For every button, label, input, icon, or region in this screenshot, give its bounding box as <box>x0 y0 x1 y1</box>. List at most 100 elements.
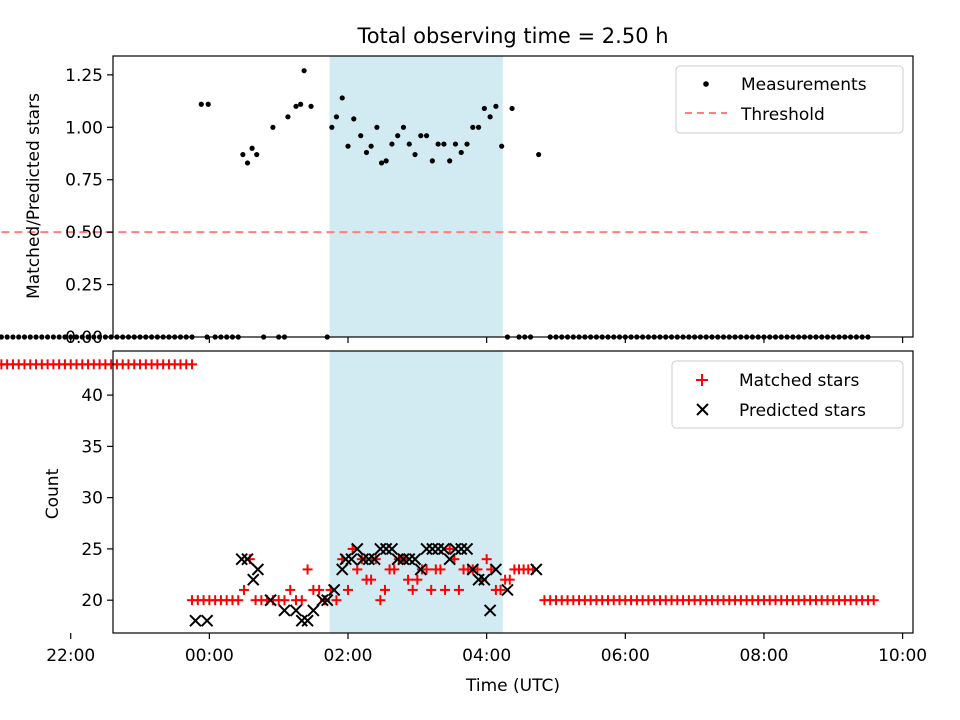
bottom-legend-box <box>671 360 904 429</box>
predicted-star-marker <box>327 583 341 597</box>
legend-measurements-marker <box>703 81 709 87</box>
measurement-point <box>378 160 385 166</box>
x-axis-label: Time (UTC) <box>465 676 560 696</box>
bottom-x-tick-label: 02:00 <box>324 646 373 666</box>
top-plot-frame <box>112 55 914 338</box>
matched-star-marker <box>187 359 198 370</box>
measurement-point <box>10 334 16 340</box>
measurement-point <box>21 334 28 340</box>
measurement-point <box>308 103 314 109</box>
measurement-point <box>240 151 246 158</box>
measurement-point <box>244 160 251 166</box>
top-y-tick-label: 1.25 <box>65 66 103 86</box>
predicted-star-marker <box>455 542 468 556</box>
measurement-point <box>389 141 395 147</box>
predicted-star-marker <box>437 542 451 556</box>
measurement-point <box>345 143 351 149</box>
predicted-star-marker <box>295 614 308 627</box>
measurement-point <box>435 141 441 147</box>
measurement-point <box>270 124 276 130</box>
predicted-star-marker <box>289 604 303 617</box>
matched-star-marker <box>440 584 451 595</box>
top-y-ticks: 0.00 0.25 0.50 0.75 1.00 1.25 <box>65 66 113 348</box>
predicted-star-marker <box>356 552 370 566</box>
top-panel: 0.00 0.25 0.50 0.75 1.00 1.25 Matched/Predict… <box>0 55 914 348</box>
predicted-star-marker <box>336 563 349 576</box>
bottom-x-tick-label: 22:00 <box>46 646 95 666</box>
measurement-point <box>285 114 291 120</box>
predicted-star-marker <box>414 563 428 576</box>
bottom-y-tick-label: 25 <box>81 540 103 560</box>
measurement-point <box>441 141 447 147</box>
measurement-point <box>329 124 335 130</box>
bottom-y-axis-label: Count <box>43 468 63 519</box>
predicted-star-marker <box>426 542 439 556</box>
predicted-star-marker <box>443 552 456 566</box>
top-y-tick-label: 0.50 <box>65 223 103 243</box>
matched-star-marker <box>444 543 455 554</box>
legend-matched-marker <box>696 374 708 386</box>
measurement-point <box>452 141 459 147</box>
predicted-star-marker <box>251 563 265 576</box>
measurement-point <box>102 334 108 340</box>
bottom-y-tick-label: 35 <box>81 437 103 457</box>
predicted-star-marker <box>241 552 254 566</box>
predicted-star-marker <box>449 542 462 556</box>
matched-star-marker <box>331 595 342 606</box>
predicted-star-marker <box>530 563 543 576</box>
measurement-point <box>481 105 487 112</box>
legend-measurements-label: Measurements <box>741 75 867 95</box>
matched-star-marker <box>314 584 325 595</box>
predicted-star-marker <box>301 614 314 627</box>
matched-star-marker <box>233 595 244 606</box>
bottom-x-tick-label: 10:00 <box>878 646 927 666</box>
predicted-star-marker <box>408 552 422 566</box>
bottom-y-tick-label: 30 <box>81 489 103 509</box>
measurement-point <box>536 151 542 158</box>
predicted-star-marker <box>420 542 433 556</box>
measurement-point <box>351 116 357 122</box>
matched-stars-series <box>0 359 879 606</box>
measurement-point <box>254 151 260 158</box>
measurement-point <box>418 133 424 139</box>
measurement-point <box>339 95 345 101</box>
bottom-legend: Matched stars Predicted stars <box>671 360 904 429</box>
measurement-point <box>298 101 304 107</box>
bottom-panel: 20 25 30 35 40 22:00 00:00 02:00 04:00 06:00 08:0… <box>0 350 927 696</box>
predicted-star-marker <box>374 542 387 556</box>
measurement-point <box>249 145 255 151</box>
predicted-star-marker <box>264 593 277 607</box>
measurement-point <box>45 334 51 340</box>
predicted-star-marker <box>316 593 329 607</box>
measurement-point <box>358 133 364 139</box>
predicted-star-marker <box>483 604 497 617</box>
matched-star-marker <box>279 595 290 606</box>
matched-star-marker <box>453 584 464 595</box>
matched-star-marker <box>403 574 414 585</box>
predicted-star-marker <box>379 542 393 556</box>
matched-star-marker <box>343 584 354 595</box>
predicted-star-marker <box>247 573 260 586</box>
legend-predicted-marker <box>696 403 709 416</box>
measurement-point <box>16 334 22 340</box>
matched-star-marker <box>285 584 296 595</box>
predicted-star-marker <box>478 573 491 586</box>
predicted-star-marker <box>466 563 479 576</box>
measurement-point <box>383 158 389 164</box>
measurement-point <box>464 141 470 147</box>
bottom-x-ticks: 22:00 00:00 02:00 04:00 06:00 08:00 10:00 <box>46 633 927 666</box>
predicted-star-marker <box>472 573 485 586</box>
measurement-point <box>91 334 97 340</box>
predicted-star-marker <box>189 614 202 627</box>
predicted-stars-series <box>189 542 543 627</box>
matched-star-marker <box>239 584 250 595</box>
measurement-point <box>205 101 211 107</box>
measurement-point <box>368 143 374 149</box>
predicted-star-marker <box>362 552 376 566</box>
matched-star-marker <box>421 564 432 575</box>
matched-star-marker <box>435 564 446 575</box>
predicted-star-marker <box>321 593 334 607</box>
measurement-point <box>50 334 56 340</box>
matched-star-marker <box>868 595 879 606</box>
